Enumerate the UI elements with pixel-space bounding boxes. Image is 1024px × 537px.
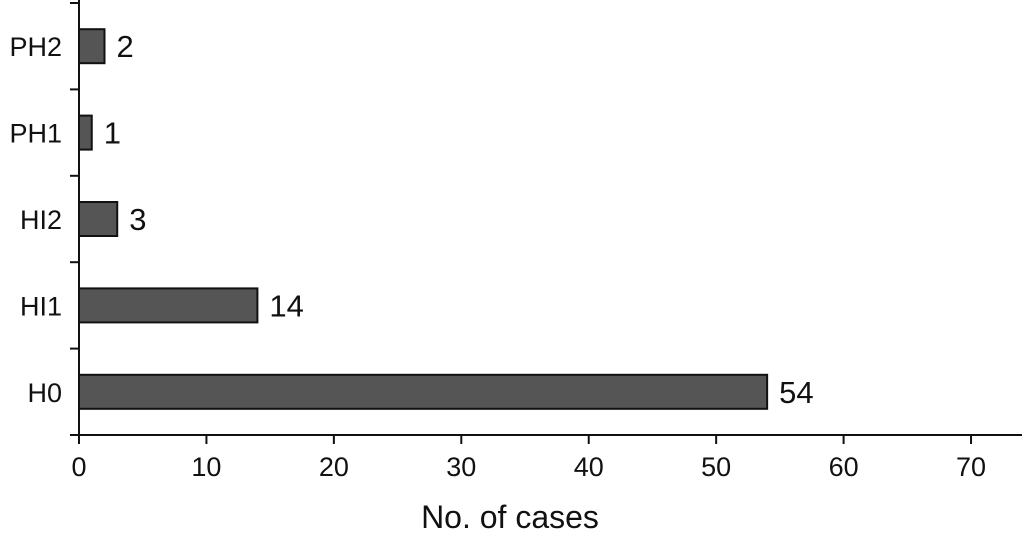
- x-tick-label: 60: [829, 452, 859, 482]
- x-tick-label: 30: [446, 452, 476, 482]
- category-label-ph1: PH1: [9, 119, 62, 149]
- category-labels-group: PH2 PH1 HI2 HI1 H0: [9, 32, 62, 408]
- x-tick-labels-group: 0 10 20 30 40 50 60 70: [71, 452, 986, 482]
- x-axis-title: No. of cases: [421, 499, 599, 535]
- category-label-hi2: HI2: [20, 205, 62, 235]
- bar-ph2: [78, 28, 106, 65]
- x-tick-label: 70: [956, 452, 986, 482]
- category-label-hi1: HI1: [20, 291, 62, 321]
- bar-h0: [78, 373, 769, 410]
- data-label-h0: 54: [779, 375, 813, 410]
- x-tick-label: 20: [319, 452, 349, 482]
- data-label-ph2: 2: [116, 29, 133, 64]
- data-label-hi1: 14: [269, 288, 303, 323]
- bar-hi1: [78, 287, 259, 324]
- bars-group: [78, 28, 769, 410]
- category-label-ph2: PH2: [9, 32, 62, 62]
- data-labels-group: 2 1 3 14 54: [104, 29, 814, 410]
- y-axis-ticks: [70, 2, 79, 436]
- x-tick-label: 40: [574, 452, 604, 482]
- data-label-ph1: 1: [104, 116, 121, 151]
- x-tick-label: 50: [701, 452, 731, 482]
- bar-ph1: [78, 114, 93, 151]
- bar-hi2: [78, 201, 119, 237]
- x-tick-label: 10: [191, 452, 221, 482]
- data-label-hi2: 3: [129, 202, 146, 237]
- category-label-h0: H0: [27, 378, 62, 408]
- x-axis-ticks: [78, 435, 973, 444]
- x-tick-label: 0: [71, 452, 86, 482]
